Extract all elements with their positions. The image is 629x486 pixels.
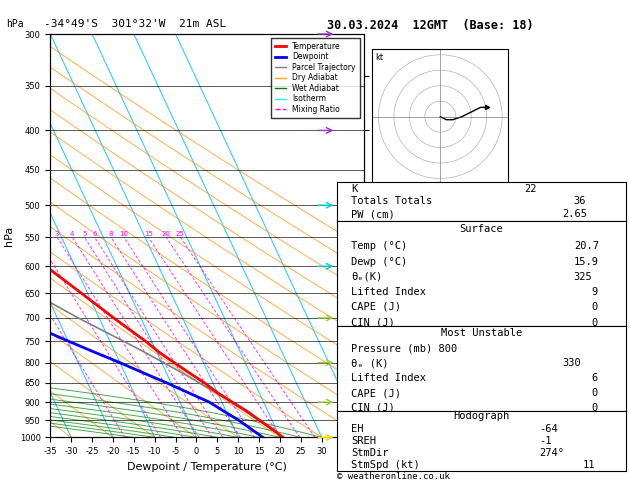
Text: 30.03.2024  12GMT  (Base: 18): 30.03.2024 12GMT (Base: 18) <box>327 19 533 33</box>
Text: 8: 8 <box>109 231 113 237</box>
Text: 2.65: 2.65 <box>562 209 587 219</box>
Text: 15.9: 15.9 <box>574 257 599 267</box>
Text: 15: 15 <box>144 231 153 237</box>
Text: EH: EH <box>351 424 364 434</box>
Text: CIN (J): CIN (J) <box>351 403 395 413</box>
Text: 274°: 274° <box>539 448 564 458</box>
Text: Dewp (°C): Dewp (°C) <box>351 257 407 267</box>
Text: K: K <box>351 184 357 194</box>
Text: hPa: hPa <box>6 19 24 30</box>
Text: CAPE (J): CAPE (J) <box>351 388 401 398</box>
Text: 25: 25 <box>176 231 185 237</box>
Text: Surface: Surface <box>459 224 503 234</box>
Text: 6: 6 <box>591 373 598 383</box>
Text: 10: 10 <box>120 231 128 237</box>
Text: SREH: SREH <box>351 436 376 446</box>
Text: 20: 20 <box>162 231 170 237</box>
Text: 11: 11 <box>582 460 595 470</box>
Y-axis label: hPa: hPa <box>4 226 14 246</box>
Y-axis label: km
ASL: km ASL <box>384 228 404 243</box>
Text: 1: 1 <box>42 298 46 304</box>
Text: Hodograph: Hodograph <box>453 411 509 420</box>
Text: © weatheronline.co.uk: © weatheronline.co.uk <box>337 472 449 481</box>
Text: CAPE (J): CAPE (J) <box>351 302 401 312</box>
Text: Pressure (mb) 800: Pressure (mb) 800 <box>351 343 457 353</box>
Text: 3: 3 <box>55 231 59 237</box>
Text: Most Unstable: Most Unstable <box>440 328 522 338</box>
Text: θₑ(K): θₑ(K) <box>351 272 382 282</box>
Text: Lifted Index: Lifted Index <box>351 287 426 297</box>
Text: 330: 330 <box>562 359 581 368</box>
Text: StmDir: StmDir <box>351 448 389 458</box>
Text: 2: 2 <box>43 245 47 251</box>
Text: 0: 0 <box>591 388 598 398</box>
Text: LCL: LCL <box>349 421 362 427</box>
Text: 20.7: 20.7 <box>574 242 599 251</box>
Text: 6: 6 <box>92 231 97 237</box>
Text: 0: 0 <box>591 403 598 413</box>
Text: 5: 5 <box>82 231 87 237</box>
Text: -64: -64 <box>539 424 558 434</box>
Text: θₑ (K): θₑ (K) <box>351 359 389 368</box>
Text: PW (cm): PW (cm) <box>351 209 395 219</box>
Text: 22: 22 <box>525 184 537 194</box>
Text: -34°49'S  301°32'W  21m ASL: -34°49'S 301°32'W 21m ASL <box>44 19 226 30</box>
Text: Temp (°C): Temp (°C) <box>351 242 407 251</box>
Text: Lifted Index: Lifted Index <box>351 373 426 383</box>
Text: 0: 0 <box>591 302 598 312</box>
Text: StmSpd (kt): StmSpd (kt) <box>351 460 420 470</box>
Text: 4: 4 <box>70 231 74 237</box>
Text: kt: kt <box>375 52 383 62</box>
Legend: Temperature, Dewpoint, Parcel Trajectory, Dry Adiabat, Wet Adiabat, Isotherm, Mi: Temperature, Dewpoint, Parcel Trajectory… <box>271 38 360 118</box>
Text: 0: 0 <box>591 318 598 328</box>
Text: Totals Totals: Totals Totals <box>351 196 432 206</box>
X-axis label: Dewpoint / Temperature (°C): Dewpoint / Temperature (°C) <box>127 462 287 472</box>
Text: 36: 36 <box>574 196 586 206</box>
Text: 9: 9 <box>591 287 598 297</box>
X-axis label: kt: kt <box>437 186 443 192</box>
Text: CIN (J): CIN (J) <box>351 318 395 328</box>
Text: -1: -1 <box>539 436 552 446</box>
Text: 325: 325 <box>574 272 593 282</box>
